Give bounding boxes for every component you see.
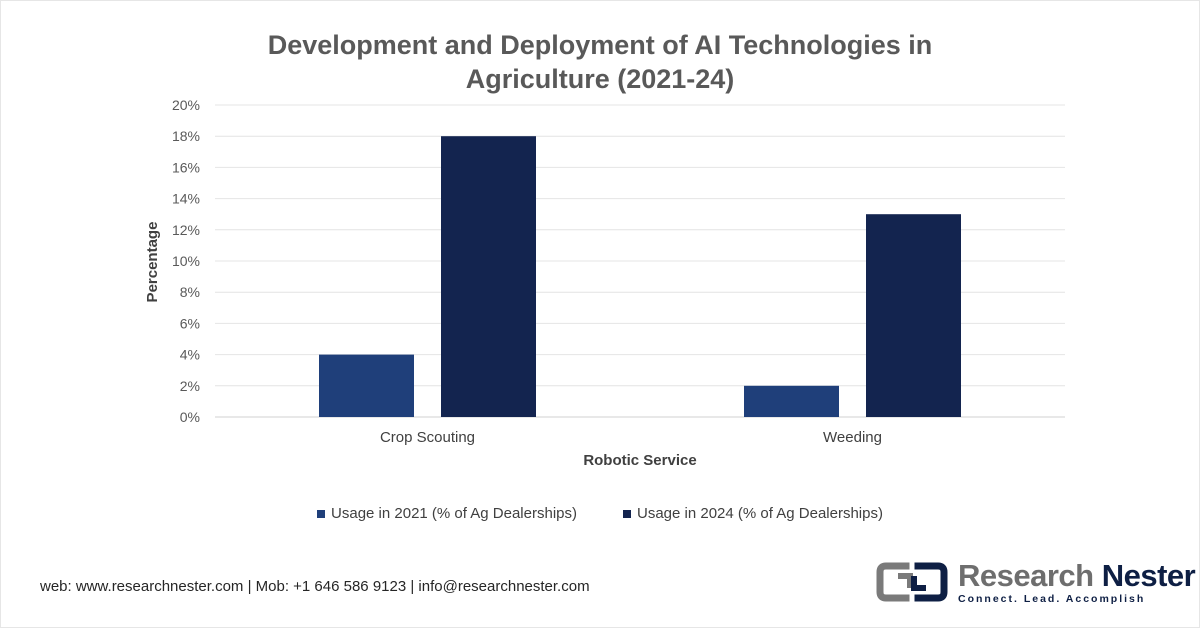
legend-label-2024: Usage in 2024 (% of Ag Dealerships): [637, 505, 883, 522]
brand-logo: Research Nester Connect. Lead. Accomplis…: [876, 558, 1196, 606]
brand-name-research: Research: [958, 558, 1094, 593]
footer-contact: web: www.researchnester.com | Mob: +1 64…: [40, 578, 590, 595]
research-nester-logo-icon: [876, 562, 948, 602]
y-tick-label: 2%: [180, 378, 200, 394]
legend-item-2021: Usage in 2021 (% of Ag Dealerships): [317, 505, 577, 522]
y-axis-ticks: 0% 2% 4% 6% 8% 10% 12% 14% 16% 18% 20%: [172, 97, 200, 425]
brand-tagline: Connect. Lead. Accomplish: [958, 593, 1146, 605]
y-tick-label: 18%: [172, 128, 200, 144]
bar-2024: [866, 214, 961, 417]
y-tick-label: 14%: [172, 191, 200, 207]
y-tick-label: 20%: [172, 97, 200, 113]
legend-item-2024: Usage in 2024 (% of Ag Dealerships): [623, 505, 883, 522]
chart-title-line-2: Agriculture (2021-24): [465, 64, 735, 94]
y-tick-label: 0%: [180, 409, 200, 425]
y-axis-label: Percentage: [144, 222, 161, 303]
legend-swatch-2021: [317, 509, 326, 518]
legend-label-2021: Usage in 2021 (% of Ag Dealerships): [331, 505, 577, 522]
y-tick-label: 8%: [180, 284, 200, 300]
y-tick-label: 10%: [172, 253, 200, 269]
chart-title-line-1: Development and Deployment of AI Technol…: [267, 30, 933, 60]
bars: [319, 136, 961, 417]
y-tick-label: 4%: [180, 347, 200, 363]
brand-name-nester: Nester: [1101, 558, 1196, 593]
y-tick-label: 6%: [180, 315, 200, 331]
legend-swatch-2024: [623, 509, 631, 518]
bar-2021: [744, 385, 839, 417]
bar-2021: [319, 354, 414, 417]
y-tick-label: 16%: [172, 159, 200, 175]
legend: Usage in 2021 (% of Ag Dealerships) Usag…: [0, 505, 1200, 522]
chart-title: Development and Deployment of AI Technol…: [0, 28, 1200, 96]
y-tick-label: 12%: [172, 222, 200, 238]
x-tick-label: Crop Scouting: [380, 429, 475, 446]
brand-text: Research Nester Connect. Lead. Accomplis…: [958, 558, 1196, 606]
x-tick-label: Weeding: [823, 429, 882, 446]
x-axis-label: Robotic Service: [583, 452, 696, 469]
bar-2024: [441, 136, 536, 417]
x-axis-ticks: Crop Scouting Weeding: [380, 429, 882, 446]
brand-name: Research Nester: [958, 558, 1196, 593]
